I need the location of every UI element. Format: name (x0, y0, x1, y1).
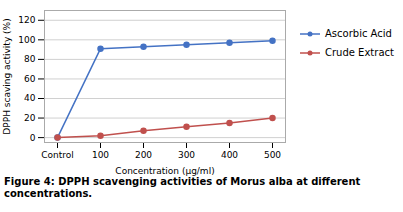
svg-text:DPPH scaving activity (%): DPPH scaving activity (%) (2, 18, 12, 134)
svg-text:100: 100 (18, 35, 35, 45)
svg-text:20: 20 (24, 113, 36, 123)
html-text:Figure 4: DPPH scavenging acti: Figure 4: DPPH scavenging activities of … (4, 176, 361, 199)
svg-text:120: 120 (18, 15, 35, 25)
svg-text:60: 60 (24, 74, 36, 84)
html-text:Crude Extract: Crude Extract (325, 47, 394, 58)
svg-text:40: 40 (24, 93, 36, 103)
svg-text:Concentration (μg/ml): Concentration (μg/ml) (115, 166, 214, 176)
html-text:Ascorbic Acid: Ascorbic Acid (325, 28, 392, 39)
svg-text:200: 200 (135, 150, 152, 160)
svg-text:400: 400 (221, 150, 238, 160)
svg-text:80: 80 (24, 54, 36, 64)
svg-text:500: 500 (264, 150, 281, 160)
svg-text:Control: Control (41, 150, 74, 160)
svg-text:100: 100 (92, 150, 109, 160)
svg-text:0: 0 (30, 132, 36, 142)
svg-text:300: 300 (178, 150, 195, 160)
